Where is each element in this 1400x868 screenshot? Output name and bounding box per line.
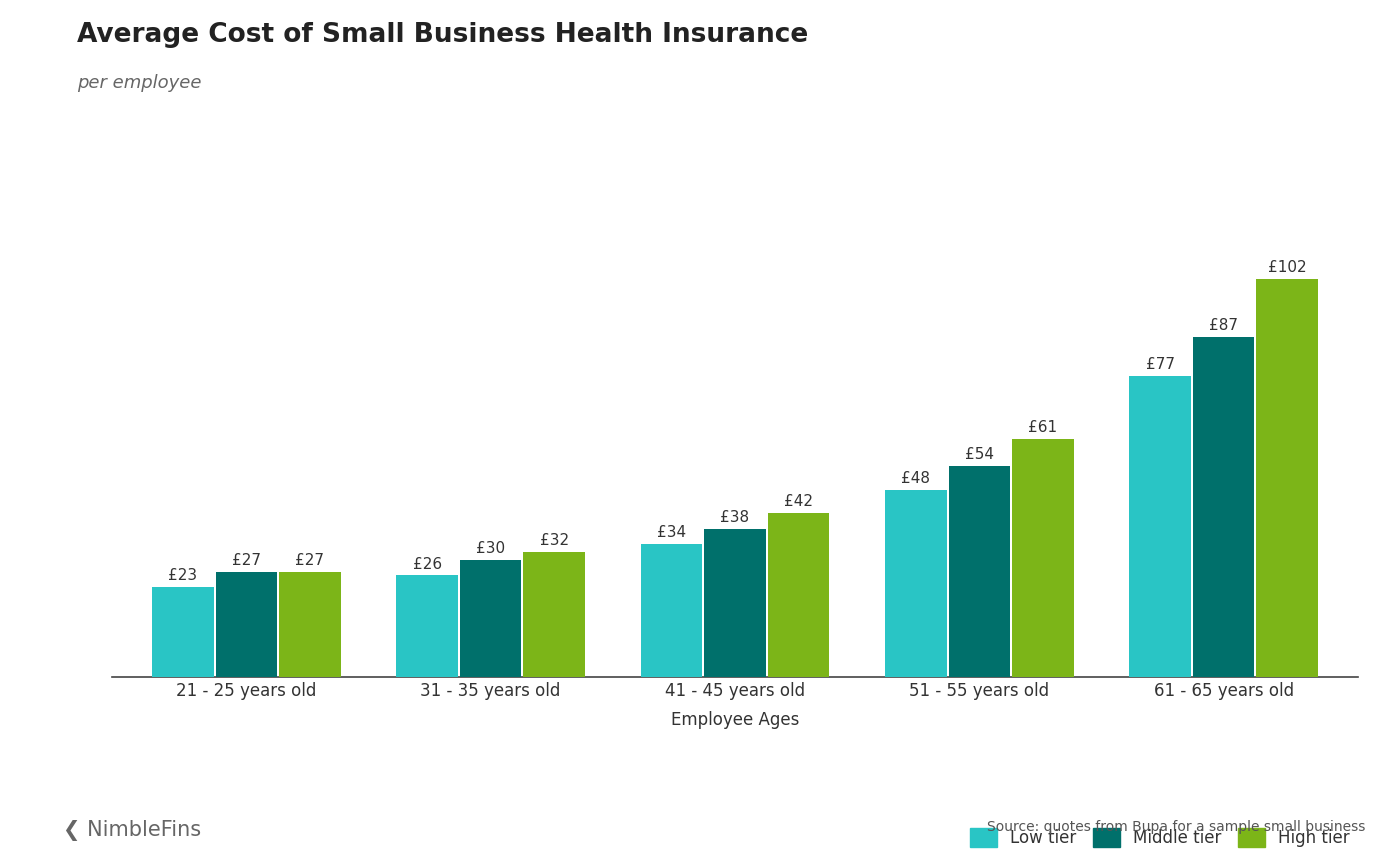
- Text: £23: £23: [168, 569, 197, 583]
- Legend: Low tier, Middle tier, High tier: Low tier, Middle tier, High tier: [970, 827, 1350, 847]
- Text: £27: £27: [295, 553, 325, 568]
- Text: £61: £61: [1028, 420, 1057, 435]
- Bar: [459, 560, 521, 677]
- Text: £77: £77: [1145, 358, 1175, 372]
- Bar: [153, 587, 214, 677]
- Bar: [949, 466, 1011, 677]
- Bar: [885, 490, 946, 677]
- Text: Source: quotes from Bupa for a sample small business: Source: quotes from Bupa for a sample sm…: [987, 820, 1365, 834]
- Text: £48: £48: [902, 470, 930, 485]
- Text: £102: £102: [1268, 260, 1306, 274]
- Bar: [704, 529, 766, 677]
- Bar: [767, 513, 829, 677]
- Text: £32: £32: [539, 533, 568, 549]
- Bar: [1130, 377, 1191, 677]
- Bar: [1193, 337, 1254, 677]
- Text: Average Cost of Small Business Health Insurance: Average Cost of Small Business Health In…: [77, 22, 808, 48]
- Text: £34: £34: [657, 525, 686, 540]
- Bar: [1256, 279, 1317, 677]
- Text: £38: £38: [721, 510, 749, 524]
- Text: ❮ NimbleFins: ❮ NimbleFins: [63, 820, 202, 841]
- Bar: [279, 571, 340, 677]
- Text: £30: £30: [476, 541, 505, 556]
- Bar: [396, 575, 458, 677]
- Text: £87: £87: [1210, 319, 1238, 333]
- Bar: [216, 571, 277, 677]
- Bar: [1012, 439, 1074, 677]
- Text: £42: £42: [784, 494, 813, 509]
- Text: £27: £27: [232, 553, 260, 568]
- Bar: [524, 552, 585, 677]
- Text: £26: £26: [413, 556, 442, 571]
- Text: £54: £54: [965, 447, 994, 462]
- Bar: [641, 544, 703, 677]
- X-axis label: Employee Ages: Employee Ages: [671, 711, 799, 729]
- Text: per employee: per employee: [77, 74, 202, 92]
